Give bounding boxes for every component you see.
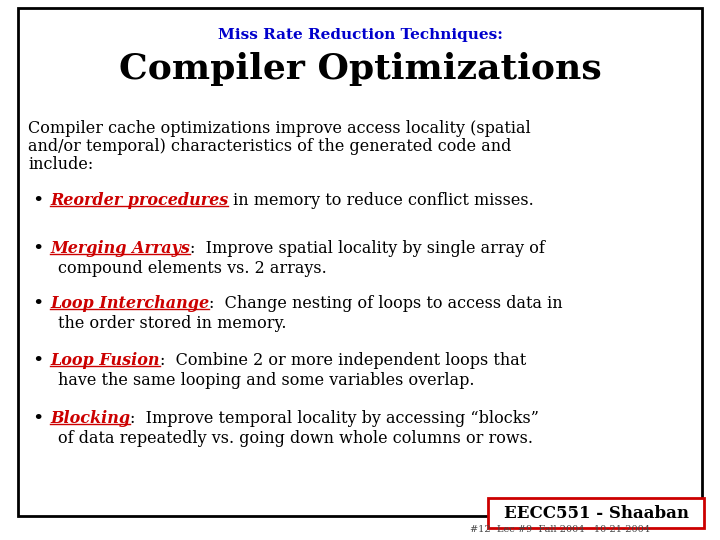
Text: EECC551 - Shaaban: EECC551 - Shaaban: [503, 504, 688, 522]
Text: Blocking: Blocking: [50, 410, 130, 427]
Text: •: •: [32, 352, 44, 370]
Text: :  Combine 2 or more independent loops that: : Combine 2 or more independent loops th…: [160, 352, 526, 369]
Text: #12  Lec #9  Fall 2004   10-21-2004: #12 Lec #9 Fall 2004 10-21-2004: [470, 525, 650, 534]
Text: •: •: [32, 192, 44, 210]
Text: Loop Fusion: Loop Fusion: [50, 352, 160, 369]
Text: Loop Interchange: Loop Interchange: [50, 295, 209, 312]
Text: :  Improve temporal locality by accessing “blocks”: : Improve temporal locality by accessing…: [130, 410, 539, 427]
Text: in memory to reduce conflict misses.: in memory to reduce conflict misses.: [228, 192, 534, 209]
Text: •: •: [32, 240, 44, 258]
Text: Reorder procedures: Reorder procedures: [50, 192, 228, 209]
Text: Compiler cache optimizations improve access locality (spatial: Compiler cache optimizations improve acc…: [28, 120, 531, 137]
Text: have the same looping and some variables overlap.: have the same looping and some variables…: [58, 372, 474, 389]
Text: :  Change nesting of loops to access data in: : Change nesting of loops to access data…: [209, 295, 563, 312]
Text: include:: include:: [28, 156, 94, 173]
Text: •: •: [32, 295, 44, 313]
Text: Compiler Optimizations: Compiler Optimizations: [119, 52, 601, 86]
Text: Merging Arrays: Merging Arrays: [50, 240, 190, 257]
Text: Miss Rate Reduction Techniques:: Miss Rate Reduction Techniques:: [217, 28, 503, 42]
Bar: [488, 498, 704, 528]
Text: :  Improve spatial locality by single array of: : Improve spatial locality by single arr…: [190, 240, 545, 257]
Text: •: •: [32, 410, 44, 428]
Text: compound elements vs. 2 arrays.: compound elements vs. 2 arrays.: [58, 260, 327, 277]
Text: the order stored in memory.: the order stored in memory.: [58, 315, 287, 332]
Text: and/or temporal) characteristics of the generated code and: and/or temporal) characteristics of the …: [28, 138, 511, 155]
Text: of data repeatedly vs. going down whole columns or rows.: of data repeatedly vs. going down whole …: [58, 430, 533, 447]
